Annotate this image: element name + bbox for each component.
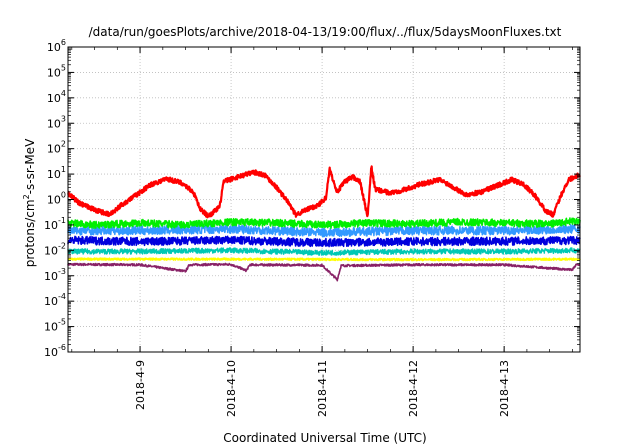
y-tick-label-base: 10	[44, 346, 58, 359]
y-tick-label: 103	[47, 114, 66, 130]
y-tick-label-exp: 6	[61, 38, 66, 47]
y-tick-label: 10-2	[44, 241, 66, 257]
y-tick-label-exp: -2	[58, 241, 66, 250]
y-tick-label-base: 10	[44, 270, 58, 283]
y-tick-label-exp: -1	[58, 216, 66, 225]
y-tick-label: 101	[47, 165, 66, 181]
flux-series-line	[67, 165, 581, 219]
y-tick-label-exp: 0	[61, 191, 66, 200]
y-tick-label-exp: 5	[61, 63, 66, 72]
data-series	[67, 165, 581, 282]
y-tick-label-base: 10	[44, 321, 58, 334]
y-tick-label-exp: -4	[58, 292, 66, 301]
y-tick-label-base: 10	[47, 41, 61, 54]
flux-series-line	[67, 235, 581, 248]
x-tick-label: 2018-4-13	[498, 360, 511, 417]
x-tick-label: 2018-4-11	[316, 360, 329, 417]
y-tick-label-base: 10	[44, 219, 58, 232]
y-tick-label-exp: 3	[61, 114, 66, 123]
x-tick-label: 2018-4-10	[225, 360, 238, 417]
y-tick-label-base: 10	[47, 194, 61, 207]
plot-frame	[67, 46, 581, 353]
chart-title: /data/run/goesPlots/archive/2018-04-13/1…	[89, 25, 562, 39]
y-tick-label: 10-4	[44, 292, 66, 308]
flux-series-line	[67, 217, 581, 230]
x-tick-label: 2018-4-12	[407, 360, 420, 417]
x-tick-label: 2018-4-9	[134, 360, 147, 410]
x-axis-label: Coordinated Universal Time (UTC)	[223, 431, 426, 445]
tick-labels: 10-610-510-410-310-210-11001011021031041…	[44, 38, 511, 417]
y-tick-label: 10-3	[44, 267, 66, 283]
y-tick-label-base: 10	[47, 92, 61, 105]
y-tick-label: 104	[47, 89, 66, 105]
flux-series-line	[67, 257, 581, 262]
y-tick-label: 106	[47, 38, 66, 54]
y-tick-label-exp: 1	[61, 165, 66, 174]
y-tick-label: 105	[47, 63, 66, 79]
y-tick-label-base: 10	[47, 168, 61, 181]
y-axis-label: protons/cm2-s-sr-MeV	[22, 138, 37, 267]
flux-series-line	[67, 262, 581, 282]
y-tick-label: 10-1	[44, 216, 66, 232]
y-tick-label-base: 10	[44, 244, 58, 257]
y-tick-label: 10-6	[44, 343, 66, 359]
flux-series-line	[67, 247, 581, 256]
y-tick-label-base: 10	[44, 295, 58, 308]
y-tick-label-exp: 2	[61, 140, 66, 149]
y-tick-label-base: 10	[47, 66, 61, 79]
y-axis-label-rest: -s-sr-MeV	[23, 138, 37, 194]
y-tick-label-base: 10	[47, 143, 61, 156]
y-tick-label-exp: -6	[58, 343, 66, 352]
y-tick-label-exp: 4	[61, 89, 66, 98]
y-tick-label: 102	[47, 140, 66, 156]
y-axis-label-sup: 2	[22, 194, 31, 199]
y-tick-label: 10-5	[44, 318, 66, 334]
y-tick-label-base: 10	[47, 117, 61, 130]
y-tick-label-exp: -5	[58, 318, 66, 327]
svg-text:protons/cm2-s-sr-MeV: protons/cm2-s-sr-MeV	[22, 138, 37, 267]
y-tick-label: 100	[47, 191, 66, 207]
y-axis-label-base: protons/cm	[23, 199, 37, 267]
y-tick-label-exp: -3	[58, 267, 66, 276]
